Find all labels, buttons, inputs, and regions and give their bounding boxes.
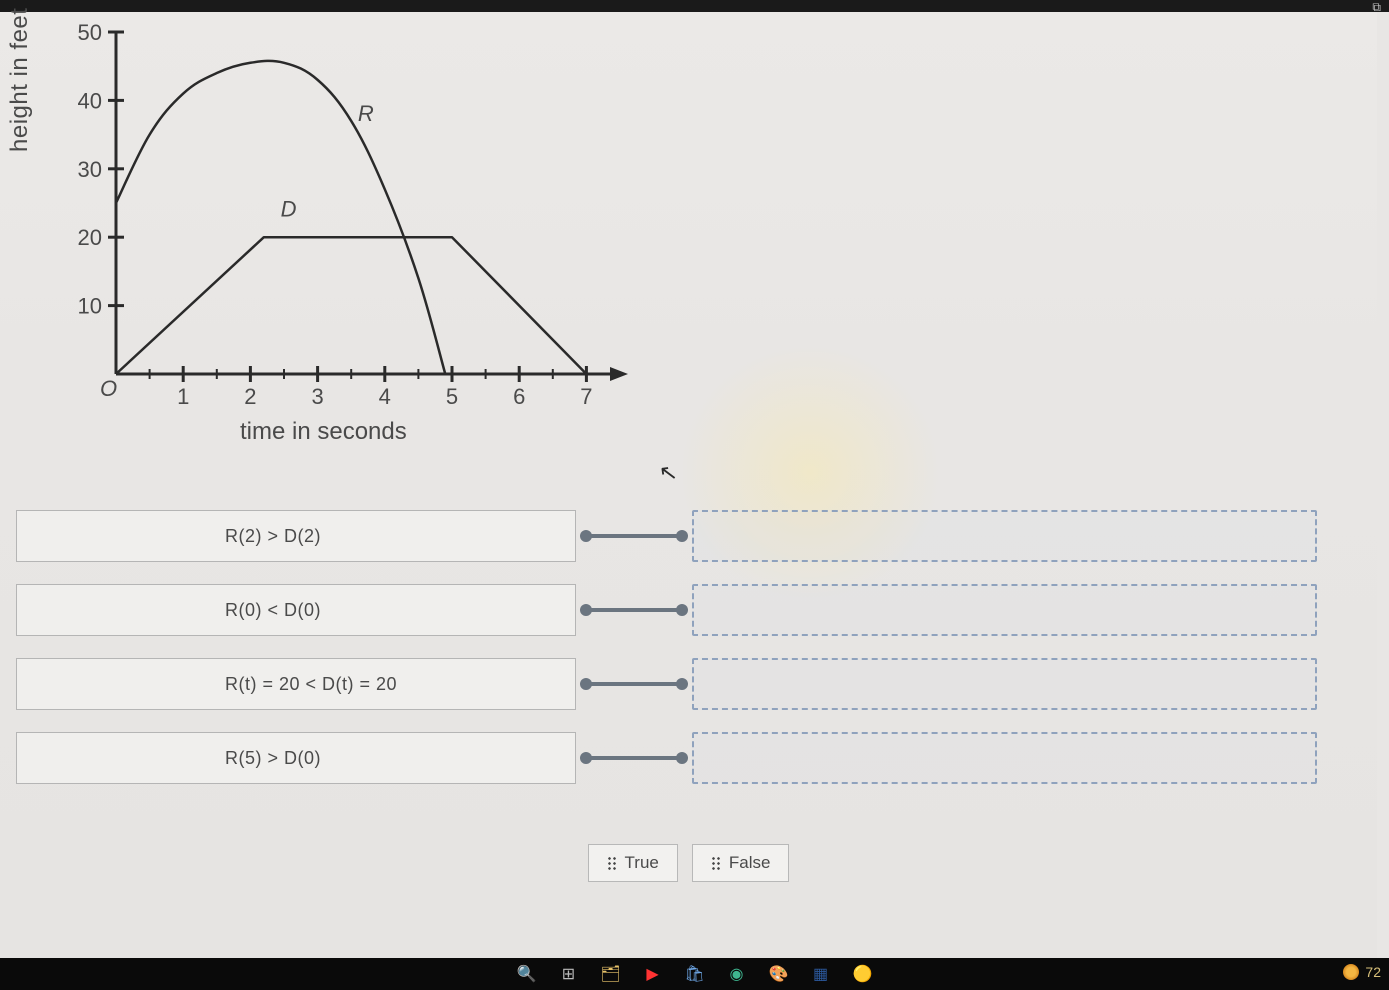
edge-icon[interactable]: ◉	[725, 962, 749, 986]
taskbar-weather[interactable]: 72	[1343, 964, 1381, 980]
content-panel: height in feet time in seconds 102030405…	[0, 12, 1377, 958]
browser-top-bar: ⧉	[0, 0, 1389, 12]
drag-grip-icon	[711, 856, 721, 870]
connector	[576, 681, 692, 687]
statement-box[interactable]: R(0) < D(0)	[16, 584, 576, 636]
svg-text:40: 40	[78, 88, 102, 113]
svg-text:2: 2	[244, 384, 256, 409]
y-axis-label: height in feet	[6, 8, 34, 152]
svg-text:50: 50	[78, 22, 102, 45]
svg-text:O: O	[100, 376, 117, 401]
store-icon[interactable]: 🛍	[683, 962, 707, 986]
svg-text:5: 5	[446, 384, 458, 409]
svg-text:4: 4	[379, 384, 391, 409]
tile-label: True	[625, 853, 659, 873]
drag-grip-icon	[607, 856, 617, 870]
answer-dropzone[interactable]	[692, 732, 1317, 784]
svg-text:R: R	[358, 101, 374, 126]
match-row: R(t) = 20 < D(t) = 20	[16, 658, 1317, 710]
statement-box[interactable]: R(5) > D(0)	[16, 732, 576, 784]
windows-taskbar[interactable]: 🔍 ⊞ 🗂 ▶ 🛍 ◉ 🎨 ▦ 🟡 72	[0, 958, 1389, 990]
svg-text:20: 20	[78, 225, 102, 250]
chrome-icon[interactable]: 🟡	[851, 962, 875, 986]
task-view-icon[interactable]: ⊞	[557, 962, 581, 986]
statement-box[interactable]: R(t) = 20 < D(t) = 20	[16, 658, 576, 710]
sun-icon	[1343, 964, 1359, 980]
statement-box[interactable]: R(2) > D(2)	[16, 510, 576, 562]
svg-text:1: 1	[177, 384, 189, 409]
connector	[576, 607, 692, 613]
chart-container: height in feet time in seconds 102030405…	[20, 22, 640, 452]
explorer-icon[interactable]: 🗂	[599, 962, 623, 986]
tile-false[interactable]: False	[692, 844, 790, 882]
answer-dropzone[interactable]	[692, 658, 1317, 710]
paint-icon[interactable]: 🎨	[767, 962, 791, 986]
temperature-value: 72	[1365, 964, 1381, 980]
search-icon[interactable]: 🔍	[515, 962, 539, 986]
svg-text:6: 6	[513, 384, 525, 409]
answer-dropzone[interactable]	[692, 584, 1317, 636]
statement-text: R(2) > D(2)	[225, 526, 321, 547]
x-axis-label: time in seconds	[240, 418, 407, 446]
matching-rows: R(2) > D(2) R(0) < D(0) R(t) = 20 < D(t)…	[16, 510, 1317, 806]
statement-text: R(t) = 20 < D(t) = 20	[225, 674, 397, 695]
mouse-cursor-icon: ↖	[657, 459, 679, 487]
answer-dropzone[interactable]	[692, 510, 1317, 562]
youtube-icon[interactable]: ▶	[641, 962, 665, 986]
match-row: R(5) > D(0)	[16, 732, 1317, 784]
statement-text: R(0) < D(0)	[225, 600, 321, 621]
statement-text: R(5) > D(0)	[225, 748, 321, 769]
answer-tiles: True False	[0, 844, 1377, 882]
word-icon[interactable]: ▦	[809, 962, 833, 986]
height-time-chart: 10 20 30 40 50 1 2 3 4 5 6 7 O D R	[60, 22, 640, 422]
svg-text:3: 3	[311, 384, 323, 409]
tile-true[interactable]: True	[588, 844, 678, 882]
tile-label: False	[729, 853, 771, 873]
svg-text:10: 10	[78, 294, 102, 319]
connector	[576, 533, 692, 539]
connector	[576, 755, 692, 761]
svg-text:30: 30	[78, 157, 102, 182]
svg-text:7: 7	[580, 384, 592, 409]
svg-text:D: D	[281, 197, 297, 222]
match-row: R(0) < D(0)	[16, 584, 1317, 636]
match-row: R(2) > D(2)	[16, 510, 1317, 562]
